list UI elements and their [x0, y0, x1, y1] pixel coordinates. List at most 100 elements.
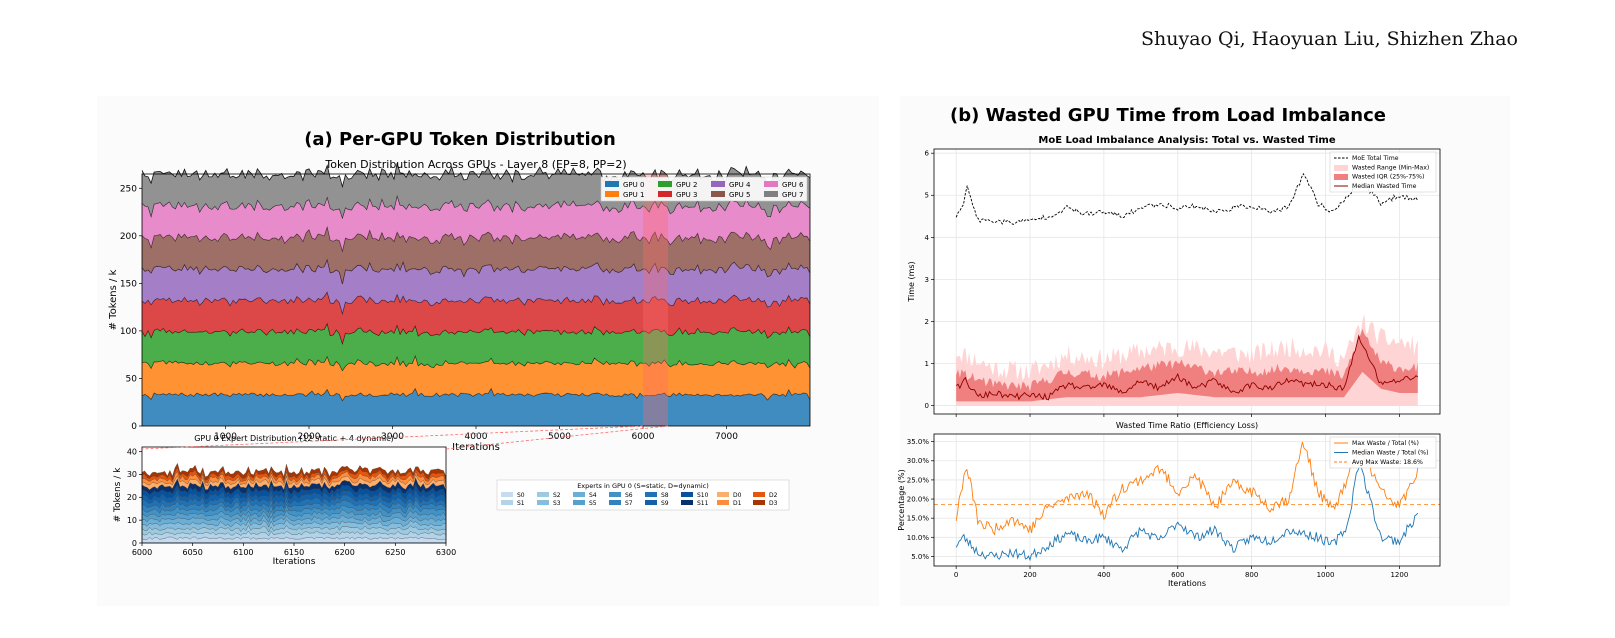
plot-frame [933, 148, 1441, 415]
legend-swatch [1334, 165, 1348, 171]
token-distribution-chart: 0 50 100 150 200 250 1000 2000 3000 4000 5000 6000 7… [108, 158, 811, 453]
legend-swatch [605, 181, 619, 187]
legend-label: S5 [589, 500, 597, 507]
legend-label: GPU 6 [782, 181, 804, 189]
y-tick-label: 100 [120, 327, 137, 337]
legend-label: GPU 2 [676, 181, 697, 189]
y-tick-label: 20 [127, 493, 137, 502]
legend-label: D0 [733, 492, 742, 499]
x-tick-label: 7000 [715, 432, 738, 442]
x-tick-label: 6050 [182, 548, 202, 557]
legend-label: S9 [661, 500, 669, 507]
expert-distribution-chart: 0 10 20 30 40 6000 6050 6100 6150 6200 6250 6300 GPU… [113, 425, 790, 567]
y-tick-label: 5 [925, 192, 929, 200]
legend-swatch [681, 500, 693, 505]
legend-label: S1 [517, 500, 525, 507]
header-authors: Shuyao Qi, Haoyuan Liu, Shizhen Zhao [1141, 28, 1518, 50]
legend-label: S4 [589, 492, 597, 499]
legend-box [1329, 151, 1437, 193]
legend-label: Max Waste / Total (%) [1352, 440, 1419, 447]
x-tick-label: 4000 [465, 432, 488, 442]
y-axis-label: Time (ms) [907, 261, 916, 302]
y-tick-label: 10.0% [907, 534, 930, 542]
area-gpu-4 [142, 259, 810, 314]
legend-label: GPU 3 [676, 191, 697, 199]
x-tick-label: 1200 [1390, 571, 1408, 579]
total-time-line [955, 172, 1419, 225]
median-wasted-line [955, 334, 1419, 401]
plot-frame [933, 433, 1441, 567]
wasted-ratio-chart: 5.0% 10.0% 15.0% 20.0% 25.0% 30.0% 35.0% 0 200 40… [897, 421, 1441, 588]
legend-label: D1 [733, 500, 742, 507]
y-tick-label: 4 [925, 234, 930, 242]
x-tick-label: 1000 [214, 432, 237, 442]
legend-swatch [645, 492, 657, 497]
legend-swatch [605, 191, 619, 197]
area-gpu-1 [142, 355, 810, 401]
y-axis-label: # Tokens / k [113, 467, 123, 522]
y-tick-label: 20.0% [907, 495, 930, 503]
legend-swatch [681, 492, 693, 497]
x-tick-label: 600 [1171, 571, 1184, 579]
x-axis-label: Iterations [1168, 579, 1206, 588]
moe-time-chart: 0 1 2 3 4 5 6 MoE Load Imbalance Analysis: Tota… [907, 135, 1441, 417]
x-tick-label: 400 [1097, 571, 1110, 579]
y-axis-label: # Tokens / k [108, 269, 119, 330]
median-waste-line [955, 466, 1419, 562]
x-tick-label: 6200 [334, 548, 354, 557]
legend-swatch [658, 191, 672, 197]
legend-swatch [645, 500, 657, 505]
legend-label: S8 [661, 492, 669, 499]
y-tick-label: 0 [132, 539, 137, 548]
y-tick-label: 5.0% [911, 553, 929, 561]
highlight-region [643, 174, 669, 426]
y-tick-label: 30 [127, 470, 137, 479]
legend-label: MoE Total Time [1352, 155, 1399, 162]
x-tick-label: 0 [954, 571, 958, 579]
y-tick-label: 1 [925, 360, 929, 368]
panel-b-title: (b) Wasted GPU Time from Load Imbalance [950, 105, 1386, 126]
legend-swatch [501, 500, 513, 505]
area-gpu-0 [142, 388, 810, 426]
x-tick-label: 6300 [436, 548, 456, 557]
legend-label: S2 [553, 492, 561, 499]
legend-swatch [609, 500, 621, 505]
area-gpu-6 [142, 195, 810, 251]
x-tick-label: 5000 [548, 432, 571, 442]
x-axis-label: Iterations [452, 442, 500, 453]
legend-swatch [711, 181, 725, 187]
area-gpu-2 [142, 323, 810, 371]
y-tick-label: 25.0% [907, 476, 930, 484]
y-axis-label: Percentage (%) [897, 469, 906, 530]
legend-swatch [501, 492, 513, 497]
y-tick-label: 30.0% [907, 457, 930, 465]
chart-title: Wasted Time Ratio (Efficiency Loss) [1116, 421, 1258, 430]
x-tick-label: 800 [1245, 571, 1258, 579]
legend-swatch [537, 500, 549, 505]
legend-swatch [573, 492, 585, 497]
y-tick-label: 250 [120, 184, 137, 194]
y-tick-label: 10 [127, 516, 137, 525]
legend-label: D3 [769, 500, 778, 507]
x-tick-label: 2000 [298, 432, 321, 442]
y-tick-label: 40 [127, 447, 137, 456]
legend-swatch [573, 500, 585, 505]
legend-title: Experts in GPU 0 (S=static, D=dynamic) [577, 482, 709, 490]
legend-label: D2 [769, 492, 778, 499]
legend-label: Wasted IQR (25%-75%) [1352, 174, 1424, 181]
y-tick-label: 2 [925, 318, 929, 326]
legend-label: GPU 4 [729, 181, 751, 189]
x-tick-label: 6250 [385, 548, 405, 557]
x-tick-label: 1000 [1317, 571, 1335, 579]
y-tick-label: 3 [925, 276, 929, 284]
legend-label: GPU 5 [729, 191, 750, 199]
max-waste-line [955, 441, 1419, 536]
x-tick-label: 3000 [381, 432, 404, 442]
legend-label: Avg Max Waste: 18.6% [1352, 459, 1423, 466]
legend-swatch [764, 191, 778, 197]
legend-label: S10 [697, 492, 709, 499]
legend-label: GPU 0 [623, 181, 644, 189]
legend-swatch [537, 492, 549, 497]
legend-swatch [753, 500, 765, 505]
legend-swatch [717, 492, 729, 497]
